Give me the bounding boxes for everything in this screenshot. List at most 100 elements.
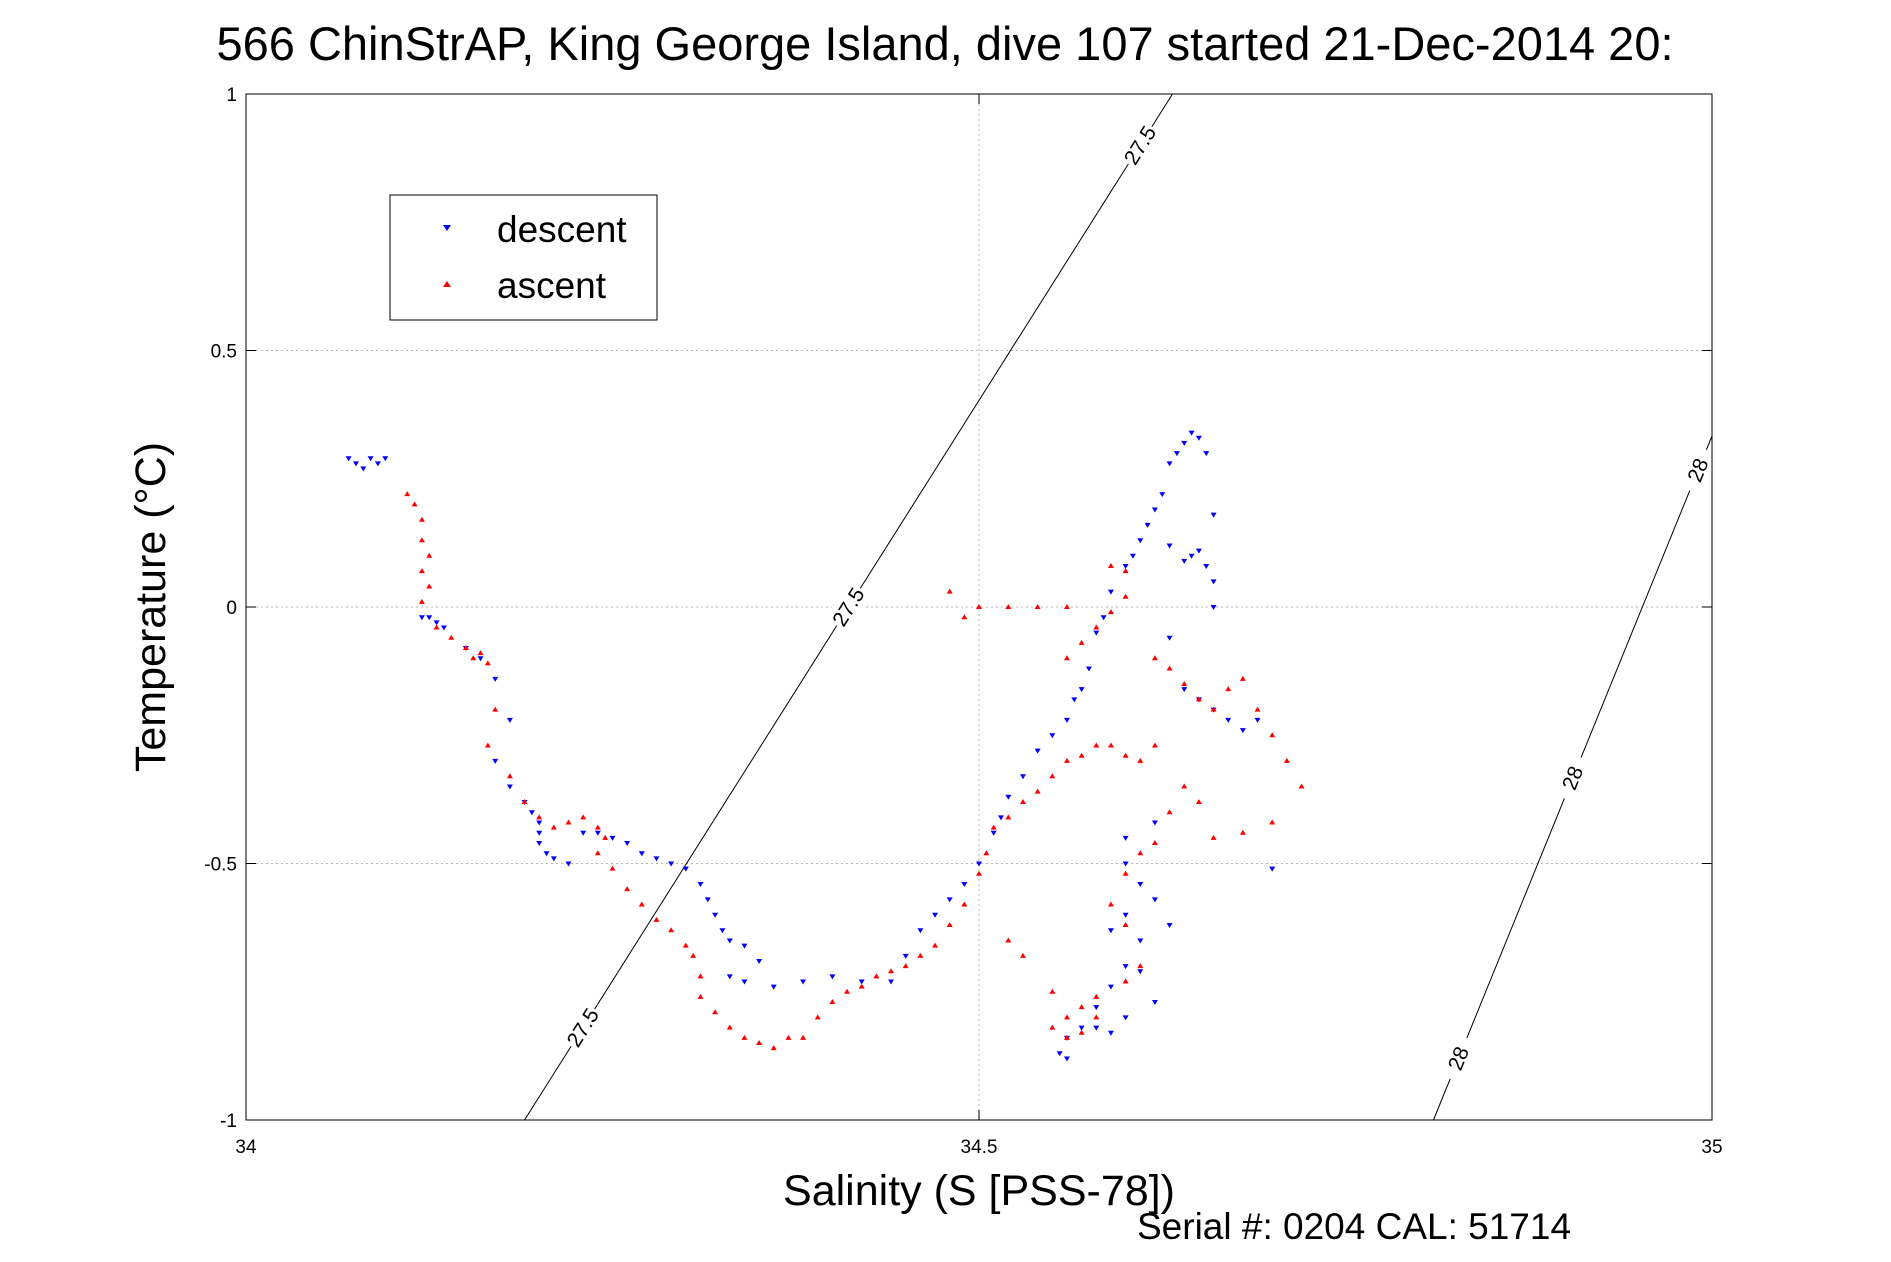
ascent-point <box>697 993 704 999</box>
descent-point <box>1239 728 1246 734</box>
descent-point <box>1122 835 1129 841</box>
ascent-point <box>426 583 433 589</box>
ascent-point <box>1049 988 1056 994</box>
ascent-point <box>418 598 425 604</box>
ascent-point <box>565 819 572 825</box>
ascent-point <box>697 973 704 979</box>
ascent-point <box>1122 593 1129 599</box>
ascent-point <box>1034 788 1041 794</box>
legend-descent-label: descent <box>497 209 627 250</box>
legend-descent-marker <box>443 225 451 231</box>
ascent-point <box>462 645 469 651</box>
ascent-point <box>506 773 513 779</box>
descent-point <box>1063 1056 1070 1062</box>
ascent-point <box>770 1045 777 1051</box>
ascent-point <box>1181 783 1188 789</box>
ascent-point <box>741 1034 748 1040</box>
descent-point <box>1085 666 1092 672</box>
descent-point <box>1181 558 1188 564</box>
ascent-point <box>624 886 631 892</box>
ascent-point <box>858 983 865 989</box>
descent-point <box>1144 522 1151 528</box>
ascent-point <box>829 999 836 1005</box>
ascent-point <box>1210 706 1217 712</box>
descent-point <box>1063 717 1070 723</box>
ascent-point <box>1107 562 1114 568</box>
descent-point <box>345 456 352 462</box>
ascent-point <box>1122 978 1129 984</box>
ascent-point <box>961 614 968 620</box>
ascent-point <box>433 624 440 630</box>
ascent-point <box>1137 850 1144 856</box>
descent-point <box>741 979 748 985</box>
descent-point <box>1107 1030 1114 1036</box>
ascent-point <box>484 660 491 666</box>
ascent-point <box>477 650 484 656</box>
ascent-point <box>873 973 880 979</box>
ascent-point <box>1151 655 1158 661</box>
ascent-point <box>785 1034 792 1040</box>
ascent-point <box>668 927 675 933</box>
descent-point <box>1049 733 1056 739</box>
ascent-point <box>1005 814 1012 820</box>
descent-point <box>477 656 484 662</box>
descent-point <box>1107 928 1114 934</box>
descent-point <box>440 625 447 631</box>
descent-point <box>1107 589 1114 595</box>
descent-point <box>1195 548 1202 554</box>
contour-label-bg <box>1437 1032 1480 1085</box>
y-axis-label: Temperature (°C) <box>127 442 175 772</box>
descent-point <box>1137 538 1144 544</box>
contour-label-bg <box>1676 444 1720 496</box>
ascent-point <box>1122 568 1129 574</box>
ascent-point <box>976 870 982 876</box>
ascent-point <box>1078 752 1085 758</box>
descent-series <box>345 430 1276 1062</box>
descent-point <box>682 866 689 872</box>
ascent-point <box>1298 783 1305 789</box>
ascent-point <box>411 501 418 507</box>
descent-point <box>624 840 631 846</box>
descent-point <box>433 620 440 626</box>
descent-point <box>932 912 939 918</box>
serial-cal-footer: Serial #: 0204 CAL: 51714 <box>1137 1206 1571 1247</box>
descent-point <box>1188 430 1195 436</box>
ascent-point <box>1181 680 1188 686</box>
descent-point <box>1166 635 1173 641</box>
descent-point <box>1254 717 1261 723</box>
descent-point <box>1078 687 1085 693</box>
ascent-point <box>1078 1004 1085 1010</box>
ascent-point <box>1005 937 1012 943</box>
ascent-point <box>690 952 697 958</box>
ascent-point <box>682 942 689 948</box>
descent-point <box>1166 461 1173 467</box>
descent-point <box>668 861 675 867</box>
y-tick-label: -1 <box>220 1111 237 1132</box>
grid-lines <box>246 94 1712 1120</box>
descent-point <box>1107 984 1114 990</box>
descent-point <box>888 979 895 985</box>
ascent-point <box>1151 839 1158 845</box>
descent-point <box>360 466 367 472</box>
ascent-point <box>404 491 411 497</box>
descent-point <box>1225 717 1232 723</box>
descent-point <box>1005 794 1012 800</box>
ascent-point <box>448 634 455 640</box>
ascent-point <box>594 850 601 856</box>
descent-point <box>829 974 836 980</box>
descent-point <box>1137 969 1144 975</box>
ascent-point <box>712 1009 719 1015</box>
descent-point <box>653 856 660 862</box>
ascent-point <box>1151 742 1158 748</box>
ascent-point <box>976 604 982 609</box>
ascent-point <box>946 588 953 594</box>
ascent-point <box>800 1034 807 1040</box>
descent-point <box>1210 512 1217 518</box>
ascent-point <box>1122 922 1129 928</box>
ascent-point <box>1283 757 1290 763</box>
descent-point <box>704 897 711 903</box>
ascent-point <box>1093 742 1100 748</box>
ascent-point <box>1122 870 1129 876</box>
contour-label-bg <box>824 580 873 634</box>
descent-point <box>1093 1005 1100 1011</box>
